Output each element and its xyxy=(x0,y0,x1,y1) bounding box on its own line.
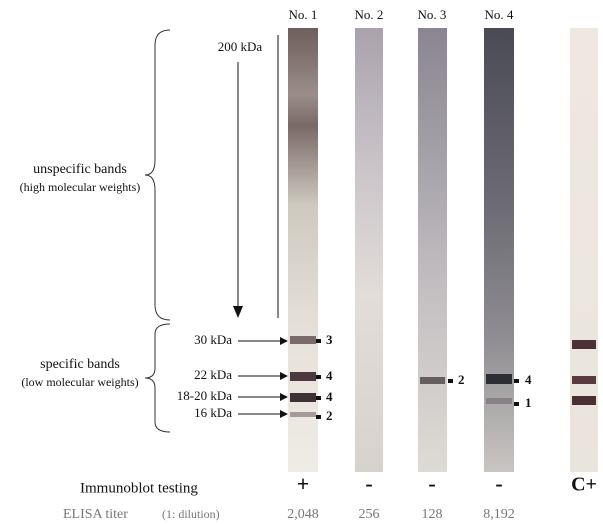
band xyxy=(290,372,316,381)
score: 2 xyxy=(458,372,465,387)
arrow-head xyxy=(280,372,288,380)
tick xyxy=(514,402,519,406)
band xyxy=(420,377,445,384)
band xyxy=(290,412,316,417)
band xyxy=(486,374,512,384)
scores: 3 4 4 2 2 4 1 xyxy=(316,332,532,423)
titer: 8,192 xyxy=(483,507,515,522)
titer: 2,048 xyxy=(287,507,319,522)
titer: 128 xyxy=(422,507,443,522)
tick xyxy=(448,379,453,383)
tick xyxy=(316,339,321,343)
band-size: 16 kDa xyxy=(194,405,232,420)
tick xyxy=(316,375,321,379)
arrow-head xyxy=(233,306,243,318)
arrow-head xyxy=(280,410,288,418)
lane-label: No. 1 xyxy=(289,7,318,22)
brace xyxy=(144,323,171,433)
arrow-head xyxy=(280,337,288,345)
band-size: 18-20 kDa xyxy=(177,388,232,403)
result: - xyxy=(495,471,502,496)
band xyxy=(486,398,512,404)
band-size: 22 kDa xyxy=(194,367,232,382)
result: - xyxy=(428,471,435,496)
strip xyxy=(484,28,514,472)
row-label: Immunoblot testing xyxy=(80,480,198,496)
score: 4 xyxy=(326,368,333,383)
score: 4 xyxy=(326,389,333,404)
row-unit: (1: dilution) xyxy=(162,507,220,521)
band-size: 30 kDa xyxy=(194,332,232,347)
group-title: unspecific bands xyxy=(33,162,127,177)
lane-label: No. 2 xyxy=(355,7,384,22)
result: C+ xyxy=(571,474,597,496)
score: 4 xyxy=(525,372,532,387)
band xyxy=(572,396,596,405)
lane-label: No. 3 xyxy=(418,7,447,22)
tick xyxy=(316,396,321,400)
band xyxy=(572,340,596,349)
titer: 256 xyxy=(359,507,380,522)
row-label: ELISA titer xyxy=(63,507,128,522)
lane-label: No. 4 xyxy=(485,7,514,22)
strip xyxy=(570,28,598,472)
score: 1 xyxy=(525,395,532,410)
strip xyxy=(418,28,447,472)
band xyxy=(290,393,316,402)
strip xyxy=(288,28,318,472)
strip xyxy=(355,28,383,472)
group-note: (high molecular weights) xyxy=(20,180,141,194)
tick xyxy=(316,415,321,419)
brace xyxy=(144,29,171,321)
band xyxy=(572,376,596,384)
strips xyxy=(288,28,598,472)
score: 2 xyxy=(326,408,333,423)
group-title: specific bands xyxy=(40,357,120,372)
group-note: (low molecular weights) xyxy=(21,375,138,389)
marker-label: 200 kDa xyxy=(218,39,263,54)
result: - xyxy=(365,471,372,496)
tick xyxy=(514,379,519,383)
score: 3 xyxy=(326,332,333,347)
band xyxy=(290,336,316,344)
arrow-head xyxy=(280,393,288,401)
result: + xyxy=(297,471,310,496)
